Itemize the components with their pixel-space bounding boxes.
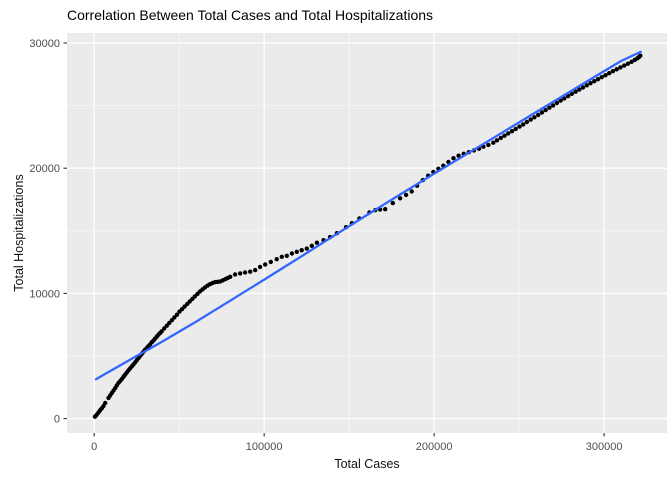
y-axis-title: Total Hospitalizations [12, 174, 26, 292]
scatter-point [390, 200, 395, 206]
scatter-point [517, 124, 522, 129]
scatter-point [314, 240, 320, 245]
x-tick-label: 100000 [246, 441, 283, 453]
scatter-point [558, 98, 563, 103]
scatter-point [383, 207, 388, 212]
panel-background [67, 33, 667, 433]
scatter-point [491, 140, 496, 145]
scatter-point [554, 100, 560, 106]
scatter-point [584, 83, 589, 88]
scatter-point [603, 73, 608, 78]
scatter-point [403, 192, 409, 198]
scatter-point [397, 196, 403, 201]
scatter-point [521, 122, 526, 127]
scatter-point [565, 93, 571, 99]
scatter-point [253, 267, 258, 273]
scatter-point [409, 189, 414, 194]
scatter-point [268, 259, 273, 265]
scatter-point [494, 138, 500, 143]
scatter-point [573, 89, 578, 94]
x-axis-title: Total Cases [334, 457, 400, 471]
scatter-point [595, 77, 601, 82]
scatter-point [263, 262, 268, 267]
scatter-point [513, 126, 518, 132]
x-tick-label: 200000 [416, 441, 453, 453]
scatter-point [614, 67, 619, 72]
scatter-point [228, 274, 233, 279]
scatter-point [451, 156, 456, 161]
scatter-point [242, 270, 248, 275]
scatter-point [524, 119, 530, 125]
chart-title: Correlation Between Total Cases and Tota… [67, 7, 434, 23]
x-tick-label: 0 [91, 441, 97, 453]
scatter-point [610, 69, 616, 74]
scatter-point [580, 85, 586, 90]
scatter-point [309, 243, 314, 248]
scatter-point [304, 246, 309, 251]
scatter-point [562, 96, 567, 101]
scatter-point [167, 320, 172, 326]
scatter-point [284, 253, 289, 258]
scatter-point [299, 248, 304, 253]
scatter-point [536, 112, 541, 118]
scatter-point [618, 65, 623, 70]
scatter-point [528, 117, 533, 122]
scatter-point [592, 79, 597, 84]
y-tick-label: 0 [54, 414, 60, 426]
scatter-point [456, 153, 461, 158]
y-tick-label: 30000 [29, 38, 60, 50]
scatter-point [486, 142, 491, 148]
scatter-point [588, 81, 593, 86]
scatter-point [498, 135, 503, 141]
y-tick-label: 20000 [29, 163, 60, 175]
scatter-point [509, 129, 515, 134]
scatter-point [248, 269, 253, 274]
scatter-point [169, 318, 175, 323]
x-tick-label: 300000 [586, 441, 623, 453]
scatter-point [174, 312, 180, 317]
scatter-point [238, 271, 243, 276]
scatter-point [569, 91, 574, 97]
scatter-point [622, 63, 627, 68]
scatter-point [103, 400, 108, 406]
scatter-point [257, 264, 263, 270]
scatter-point [159, 329, 164, 334]
scatter-point [539, 110, 545, 115]
scatter-point [502, 133, 507, 138]
scatter-point [550, 103, 556, 108]
scatter-point [294, 249, 299, 254]
scatter-point [289, 251, 295, 256]
scatter-point [547, 105, 552, 110]
scatter-point [532, 115, 537, 120]
scatter-point [625, 61, 631, 66]
scatter-point [162, 326, 167, 331]
y-tick-label: 10000 [29, 288, 60, 300]
scatter-point [638, 53, 643, 58]
scatter-point [232, 272, 238, 277]
scatter-point [577, 87, 582, 92]
scatter-point [506, 131, 511, 136]
scatter-point [599, 75, 604, 80]
smooth-trend-line [94, 50, 642, 381]
scatter-point [274, 257, 279, 262]
scatter-point [279, 254, 284, 259]
scatter-point [607, 71, 612, 76]
scatter-point [543, 107, 548, 113]
